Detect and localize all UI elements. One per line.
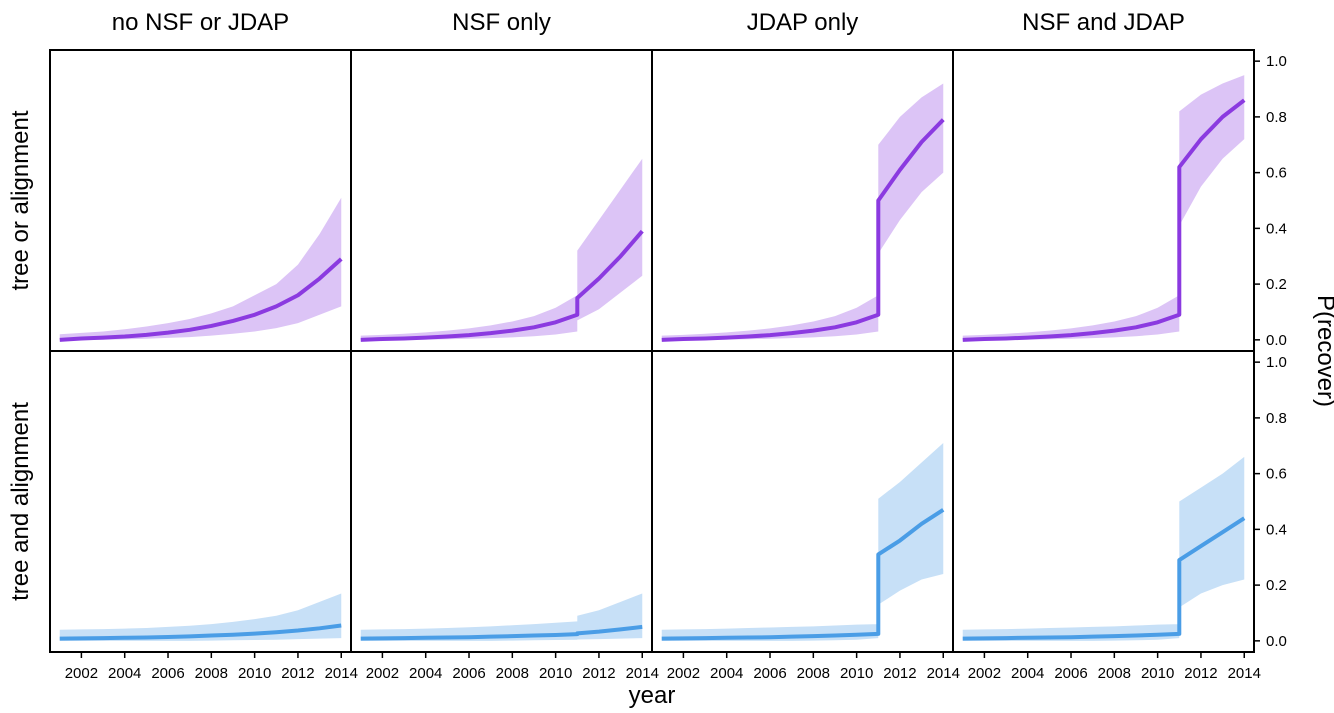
x-tick-label: 2014	[927, 665, 960, 682]
x-tick-label: 2004	[710, 665, 743, 682]
line	[661, 118, 945, 342]
y-tick-label: 1.0	[1266, 53, 1287, 70]
line	[59, 623, 342, 641]
x-tick-label: 2004	[1011, 665, 1044, 682]
confidence-band	[360, 593, 643, 641]
x-tick-label: 2012	[1184, 665, 1217, 682]
x-tick-label: 2008	[797, 665, 830, 682]
x-tick-label: 2002	[366, 665, 399, 682]
x-tick-label: 2014	[325, 665, 358, 682]
confidence-band	[59, 593, 342, 641]
y-tick-label: 0.0	[1266, 633, 1287, 650]
confidence-band	[962, 75, 1245, 340]
x-tick-label: 2012	[883, 665, 916, 682]
x-tick-label: 2008	[195, 665, 228, 682]
line	[360, 624, 643, 641]
x-tick-label: 2006	[452, 665, 485, 682]
x-tick-label: 2006	[1054, 665, 1087, 682]
x-tick-label: 2010	[1141, 665, 1174, 682]
y-tick-label: 0.4	[1266, 220, 1287, 237]
row-label: tree and alignment	[7, 402, 34, 601]
x-tick-label: 2002	[65, 665, 98, 682]
x-tick-label: 2010	[840, 665, 873, 682]
x-tick-label: 2014	[626, 665, 659, 682]
column-title: no NSF or JDAP	[112, 9, 289, 36]
y-axis-label: P(recover)	[1312, 295, 1334, 407]
y-tick-label: 0.0	[1266, 332, 1287, 349]
x-tick-label: 2014	[1228, 665, 1261, 682]
x-tick-label: 2008	[496, 665, 529, 682]
column-title: NSF and JDAP	[1022, 9, 1185, 36]
y-tick-label: 0.8	[1266, 410, 1287, 427]
line	[962, 98, 1246, 342]
x-tick-label: 2008	[1098, 665, 1131, 682]
y-tick-label: 0.8	[1266, 109, 1287, 126]
x-tick-label: 2010	[539, 665, 572, 682]
x-tick-label: 2002	[968, 665, 1001, 682]
confidence-band	[59, 197, 342, 340]
x-tick-label: 2002	[667, 665, 700, 682]
y-tick-label: 0.6	[1266, 165, 1287, 182]
x-tick-label: 2012	[582, 665, 615, 682]
y-tick-label: 0.4	[1266, 521, 1287, 538]
confidence-band	[962, 456, 1245, 641]
line	[962, 516, 1246, 641]
x-tick-label: 2006	[151, 665, 184, 682]
y-tick-label: 0.2	[1266, 577, 1287, 594]
x-tick-label: 2006	[753, 665, 786, 682]
line	[360, 229, 644, 342]
x-tick-label: 2012	[281, 665, 314, 682]
column-title: NSF only	[452, 9, 551, 36]
y-tick-label: 0.6	[1266, 466, 1287, 483]
x-axis-label: year	[629, 682, 676, 708]
row-label: tree or alignment	[7, 110, 34, 290]
x-tick-label: 2004	[409, 665, 442, 682]
plot-frame	[49, 49, 1255, 653]
confidence-band	[661, 442, 944, 641]
line	[661, 508, 945, 641]
x-tick-label: 2010	[238, 665, 271, 682]
confidence-band	[661, 83, 944, 340]
y-tick-label: 1.0	[1266, 354, 1287, 371]
x-tick-label: 2004	[108, 665, 141, 682]
y-tick-label: 0.2	[1266, 276, 1287, 293]
confidence-band	[360, 158, 643, 340]
column-title: JDAP only	[747, 9, 859, 36]
line	[59, 257, 343, 342]
